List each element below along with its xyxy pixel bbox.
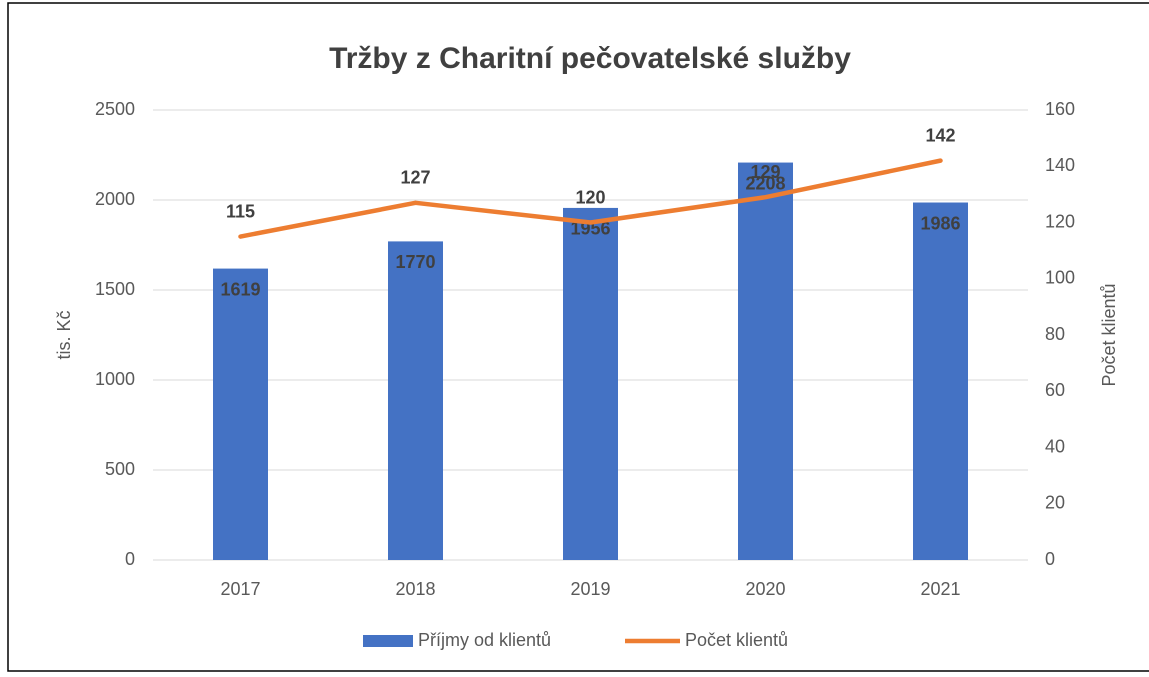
data-label: 127 — [400, 168, 430, 188]
data-label: 1619 — [220, 279, 260, 299]
x-tick-label: 2017 — [220, 579, 260, 599]
y-tick-label: 2000 — [95, 189, 135, 209]
y2-tick-label: 60 — [1045, 380, 1065, 400]
data-label: 1770 — [395, 252, 435, 272]
y-tick-label: 500 — [105, 459, 135, 479]
y2-tick-label: 160 — [1045, 99, 1075, 119]
legend-swatch — [363, 635, 413, 647]
bar — [563, 207, 618, 561]
y-tick-label: 2500 — [95, 99, 135, 119]
data-label: 1956 — [570, 219, 610, 239]
y-tick-label: 1000 — [95, 369, 135, 389]
y-tick-label: 0 — [125, 549, 135, 569]
legend-label: Příjmy od klientů — [418, 630, 551, 650]
x-tick-label: 2018 — [395, 579, 435, 599]
y-tick-label: 1500 — [95, 279, 135, 299]
y2-tick-label: 20 — [1045, 493, 1065, 513]
data-label: 142 — [925, 125, 955, 145]
y2-axis-title: Počet klientů — [1099, 283, 1119, 386]
x-tick-label: 2019 — [570, 579, 610, 599]
data-label: 129 — [750, 162, 780, 182]
bar — [213, 268, 268, 560]
y2-tick-label: 0 — [1045, 549, 1055, 569]
data-label: 115 — [226, 201, 255, 221]
y2-tick-label: 40 — [1045, 436, 1065, 456]
y2-tick-label: 140 — [1045, 155, 1075, 175]
data-label: 120 — [575, 187, 605, 207]
data-label: 1986 — [920, 213, 960, 233]
bar — [913, 202, 968, 560]
y-axis-title: tis. Kč — [54, 310, 74, 359]
line — [238, 158, 943, 239]
legend-label: Počet klientů — [685, 630, 788, 650]
chart-title: Tržby z Charitní pečovatelské služby — [329, 42, 851, 75]
y2-tick-label: 100 — [1045, 268, 1075, 288]
x-tick-label: 2021 — [920, 579, 960, 599]
x-tick-label: 2020 — [745, 579, 785, 599]
y2-tick-label: 80 — [1045, 324, 1065, 344]
data-label: 2208 — [745, 173, 785, 193]
bar — [738, 162, 793, 560]
y2-tick-label: 120 — [1045, 211, 1075, 231]
bar — [388, 241, 443, 560]
